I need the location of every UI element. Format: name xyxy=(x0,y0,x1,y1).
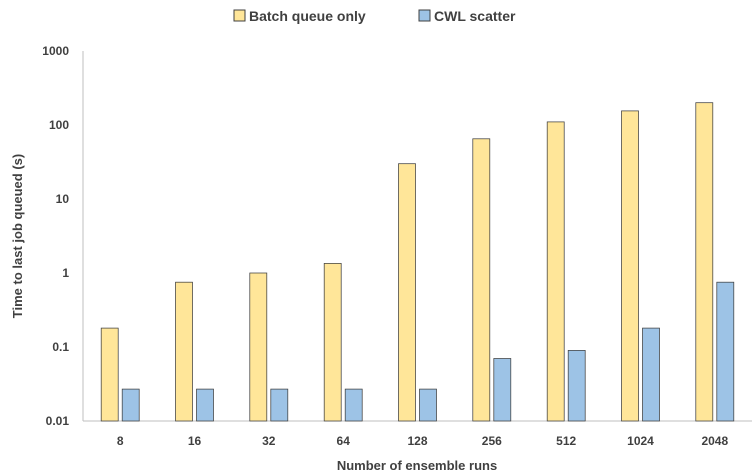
bar-batch-queue-only-1024 xyxy=(621,110,639,422)
x-tick-labels: 8 16 32 64 128 256 512 1024 2048 xyxy=(117,434,729,448)
y-axis-title: Time to last job queued (s) xyxy=(10,154,25,318)
y-tick-label: 100 xyxy=(49,118,69,132)
x-axis-title: Number of ensemble runs xyxy=(337,458,497,473)
x-tick-label: 512 xyxy=(556,434,576,448)
x-tick-label: 16 xyxy=(188,434,202,448)
bar-cwl-scatter-256 xyxy=(493,358,512,422)
bar-batch-queue-only-16 xyxy=(175,281,193,422)
bar-batch-queue-only-256 xyxy=(472,138,491,422)
x-axis: 8 16 32 64 128 256 512 1024 2048 xyxy=(83,420,752,448)
legend-swatch-batch-queue-only xyxy=(233,9,246,22)
y-tick-label: 0.1 xyxy=(52,340,69,354)
y-tick-label: 10 xyxy=(56,192,70,206)
y-tick-labels: 0.01 0.1 1 10 100 1000 xyxy=(42,44,69,428)
bar-batch-queue-only-2048 xyxy=(695,102,714,422)
legend: Batch queue only CWL scatter xyxy=(233,8,516,24)
bar-batch-queue-only-8 xyxy=(100,327,119,422)
x-tick-label: 1024 xyxy=(627,434,654,448)
bar-batch-queue-only-128 xyxy=(398,163,416,422)
x-tick-label: 2048 xyxy=(701,434,728,448)
bar-cwl-scatter-128 xyxy=(419,388,437,422)
y-tick-label: 1 xyxy=(62,266,69,280)
x-tick-label: 256 xyxy=(482,434,502,448)
y-tick-label: 0.01 xyxy=(46,414,70,428)
bars xyxy=(100,102,735,422)
bar-cwl-scatter-32 xyxy=(270,388,289,422)
bar-cwl-scatter-512 xyxy=(567,350,586,422)
x-tick-label: 128 xyxy=(407,434,427,448)
y-tick-label: 1000 xyxy=(42,44,69,58)
bar-cwl-scatter-16 xyxy=(196,388,214,422)
x-tick-label: 64 xyxy=(337,434,351,448)
x-tick-label: 8 xyxy=(117,434,124,448)
legend-swatch-cwl-scatter xyxy=(418,9,431,22)
bar-cwl-scatter-1024 xyxy=(642,327,660,422)
legend-label-batch-queue-only: Batch queue only xyxy=(249,8,366,24)
y-axis: 0.01 0.1 1 10 100 1000 xyxy=(42,44,84,428)
bar-batch-queue-only-32 xyxy=(249,272,268,422)
bar-cwl-scatter-8 xyxy=(121,388,140,422)
bar-cwl-scatter-2048 xyxy=(716,281,735,422)
bar-batch-queue-only-64 xyxy=(323,263,342,422)
bar-batch-queue-only-512 xyxy=(546,121,565,422)
x-tick-label: 32 xyxy=(262,434,276,448)
bar-cwl-scatter-64 xyxy=(344,388,363,422)
legend-label-cwl-scatter: CWL scatter xyxy=(434,8,516,24)
